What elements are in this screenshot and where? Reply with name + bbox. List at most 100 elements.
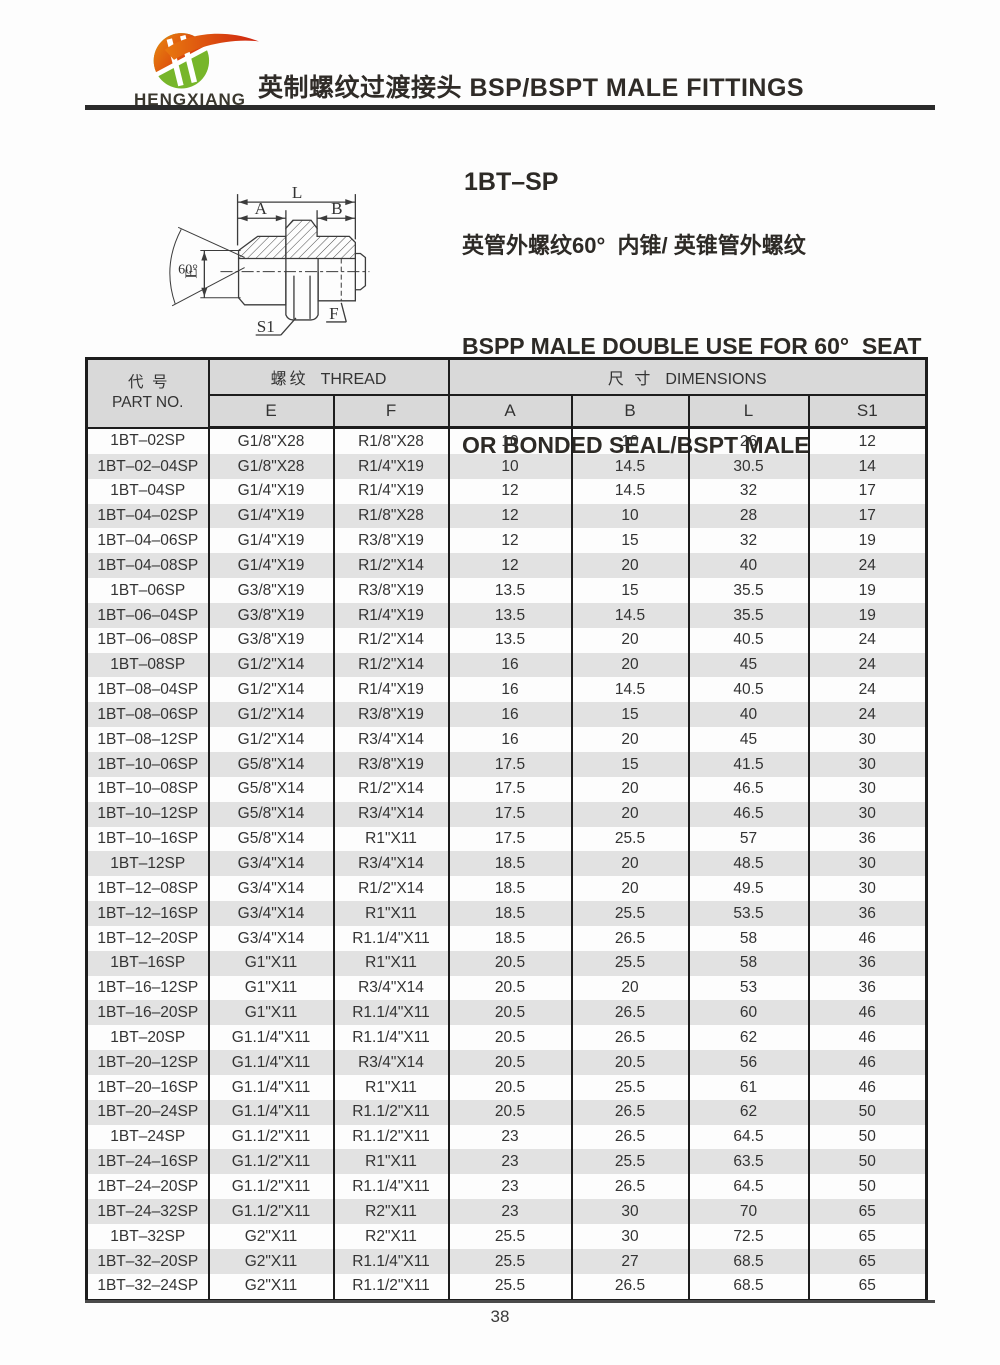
cell-thread-e: G1.1/4"X11 bbox=[207, 1074, 335, 1100]
cell-dim-s1: 19 bbox=[807, 578, 928, 603]
cell-part-no: 1BT–16SP bbox=[85, 950, 210, 976]
cell-thread-e: G1.1/4"X11 bbox=[207, 1099, 335, 1125]
cell-part-no: 1BT–24–32SP bbox=[85, 1199, 210, 1224]
col-header-f: F bbox=[332, 394, 450, 429]
cell-dim-l: 45 bbox=[687, 727, 810, 752]
cell-dim-a: 16 bbox=[447, 652, 573, 678]
cell-thread-f: R1/8"X28 bbox=[332, 427, 450, 454]
table-row: 1BT–20–12SP G1.1/4"X11 R3/4"X14 20.5 20.… bbox=[85, 1050, 928, 1075]
cell-part-no: 1BT–06–08SP bbox=[85, 627, 210, 653]
cell-dim-a: 23 bbox=[447, 1199, 573, 1224]
dim-label-b: B bbox=[331, 199, 342, 218]
cell-dim-s1: 46 bbox=[807, 1050, 928, 1075]
cell-thread-e: G3/4"X14 bbox=[207, 925, 335, 951]
cell-dim-l: 49.5 bbox=[687, 876, 810, 902]
cell-thread-f: R1/2"X14 bbox=[332, 553, 450, 579]
cell-dim-a: 23 bbox=[447, 1124, 573, 1150]
table-row: 1BT–20–16SP G1.1/4"X11 R1"X11 20.5 25.5 … bbox=[85, 1074, 928, 1100]
cell-dim-a: 17.5 bbox=[447, 801, 573, 827]
cell-dim-s1: 50 bbox=[807, 1149, 928, 1175]
fittings-table: 代 号 PART NO. 螺纹 THREAD 尺 寸 DIMENSIONS E F … bbox=[85, 357, 929, 1302]
cell-thread-f: R1"X11 bbox=[332, 1149, 450, 1175]
table-row: 1BT–16–12SP G1"X11 R3/4"X14 20.5 20 53 3… bbox=[85, 975, 928, 1001]
cell-thread-f: R3/4"X14 bbox=[332, 1050, 450, 1075]
cell-dim-l: 35.5 bbox=[687, 602, 810, 628]
cell-dim-l: 58 bbox=[687, 950, 810, 976]
cell-dim-s1: 24 bbox=[807, 677, 928, 703]
cell-dim-l: 61 bbox=[687, 1074, 810, 1100]
cell-dim-s1: 24 bbox=[807, 652, 928, 678]
cell-thread-f: R3/8"X19 bbox=[332, 528, 450, 554]
cell-thread-f: R3/4"X14 bbox=[332, 727, 450, 752]
cell-dim-a: 18.5 bbox=[447, 925, 573, 951]
cell-part-no: 1BT–16–20SP bbox=[85, 1000, 210, 1026]
cell-dim-l: 58 bbox=[687, 925, 810, 951]
cell-part-no: 1BT–32–24SP bbox=[85, 1273, 210, 1301]
cell-dim-s1: 17 bbox=[807, 478, 928, 504]
cell-dim-a: 18.5 bbox=[447, 901, 573, 926]
table-row: 1BT–32–24SP G2"X11 R1.1/2"X11 25.5 26.5 … bbox=[85, 1273, 928, 1301]
cell-thread-f: R1"X11 bbox=[332, 1074, 450, 1100]
cell-dim-b: 20 bbox=[570, 851, 690, 877]
cell-thread-e: G3/8"X19 bbox=[207, 578, 335, 603]
table-row: 1BT–20–24SP G1.1/4"X11 R1.1/2"X11 20.5 2… bbox=[85, 1099, 928, 1125]
table-row: 1BT–06–08SP G3/8"X19 R1/2"X14 13.5 20 40… bbox=[85, 627, 928, 653]
cell-dim-s1: 46 bbox=[807, 1000, 928, 1026]
cell-thread-e: G1.1/2"X11 bbox=[207, 1199, 335, 1224]
cell-thread-e: G1/4"X19 bbox=[207, 478, 335, 504]
cell-dim-s1: 46 bbox=[807, 1025, 928, 1051]
cell-dim-b: 30 bbox=[570, 1224, 690, 1249]
cell-thread-f: R1.1/4"X11 bbox=[332, 925, 450, 951]
cell-thread-f: R2"X11 bbox=[332, 1199, 450, 1224]
cell-thread-f: R1.1/2"X11 bbox=[332, 1273, 450, 1301]
cell-dim-s1: 36 bbox=[807, 901, 928, 926]
cell-dim-s1: 12 bbox=[807, 427, 928, 454]
cell-dim-b: 20 bbox=[570, 801, 690, 827]
cell-dim-b: 10 bbox=[570, 427, 690, 454]
cell-dim-a: 20.5 bbox=[447, 950, 573, 976]
cell-thread-e: G2"X11 bbox=[207, 1224, 335, 1249]
cell-thread-e: G1/2"X14 bbox=[207, 727, 335, 752]
cell-dim-l: 40.5 bbox=[687, 627, 810, 653]
table-row: 1BT–10–16SP G5/8"X14 R1"X11 17.5 25.5 57… bbox=[85, 826, 928, 852]
cell-part-no: 1BT–08–06SP bbox=[85, 702, 210, 728]
table-row: 1BT–10–06SP G5/8"X14 R3/8"X19 17.5 15 41… bbox=[85, 751, 928, 777]
cell-part-no: 1BT–20–16SP bbox=[85, 1074, 210, 1100]
page-number: 38 bbox=[490, 1307, 510, 1326]
cell-dim-s1: 50 bbox=[807, 1099, 928, 1125]
cell-thread-f: R3/8"X19 bbox=[332, 751, 450, 777]
product-description-cn: 英管外螺纹60° 内锥/ 英锥管外螺纹 bbox=[462, 233, 806, 258]
cell-thread-f: R1/2"X14 bbox=[332, 876, 450, 902]
cell-thread-e: G1.1/4"X11 bbox=[207, 1025, 335, 1051]
cell-dim-b: 26.5 bbox=[570, 1124, 690, 1150]
cell-dim-l: 64.5 bbox=[687, 1174, 810, 1200]
cell-dim-s1: 36 bbox=[807, 950, 928, 976]
dimensions-label-cn: 尺 寸 bbox=[607, 371, 654, 388]
angle-label: 60° bbox=[178, 262, 198, 278]
fitting-technical-drawing: L A B E 60° S1 F bbox=[169, 183, 370, 336]
cell-part-no: 1BT–12–08SP bbox=[85, 876, 210, 902]
col-header-s1: S1 bbox=[807, 394, 928, 429]
cell-dim-b: 20 bbox=[570, 776, 690, 802]
cell-dim-b: 15 bbox=[570, 578, 690, 603]
cell-dim-b: 10 bbox=[570, 503, 690, 529]
cell-dim-s1: 30 bbox=[807, 751, 928, 777]
product-description-en-line1: BSPP MALE DOUBLE USE FOR 60° SEAT bbox=[462, 333, 922, 359]
cell-thread-e: G3/8"X19 bbox=[207, 627, 335, 653]
cell-thread-e: G1.1/2"X11 bbox=[207, 1149, 335, 1175]
table-row: 1BT–12–20SP G3/4"X14 R1.1/4"X11 18.5 26.… bbox=[85, 925, 928, 951]
cell-dim-b: 26.5 bbox=[570, 1099, 690, 1125]
cell-thread-f: R3/8"X19 bbox=[332, 578, 450, 603]
table-row: 1BT–04SP G1/4"X19 R1/4"X19 12 14.5 32 17 bbox=[85, 478, 928, 504]
table-row: 1BT–08SP G1/2"X14 R1/2"X14 16 20 45 24 bbox=[85, 652, 928, 678]
cell-part-no: 1BT–24–16SP bbox=[85, 1149, 210, 1175]
cell-thread-f: R3/4"X14 bbox=[332, 975, 450, 1001]
cell-dim-s1: 30 bbox=[807, 727, 928, 752]
col-header-part-no: 代 号 PART NO. bbox=[85, 357, 210, 429]
cell-dim-a: 12 bbox=[447, 478, 573, 504]
cell-dim-a: 12 bbox=[447, 528, 573, 554]
cell-dim-s1: 30 bbox=[807, 776, 928, 802]
cell-thread-f: R3/4"X14 bbox=[332, 851, 450, 877]
cell-thread-f: R1.1/4"X11 bbox=[332, 1000, 450, 1026]
